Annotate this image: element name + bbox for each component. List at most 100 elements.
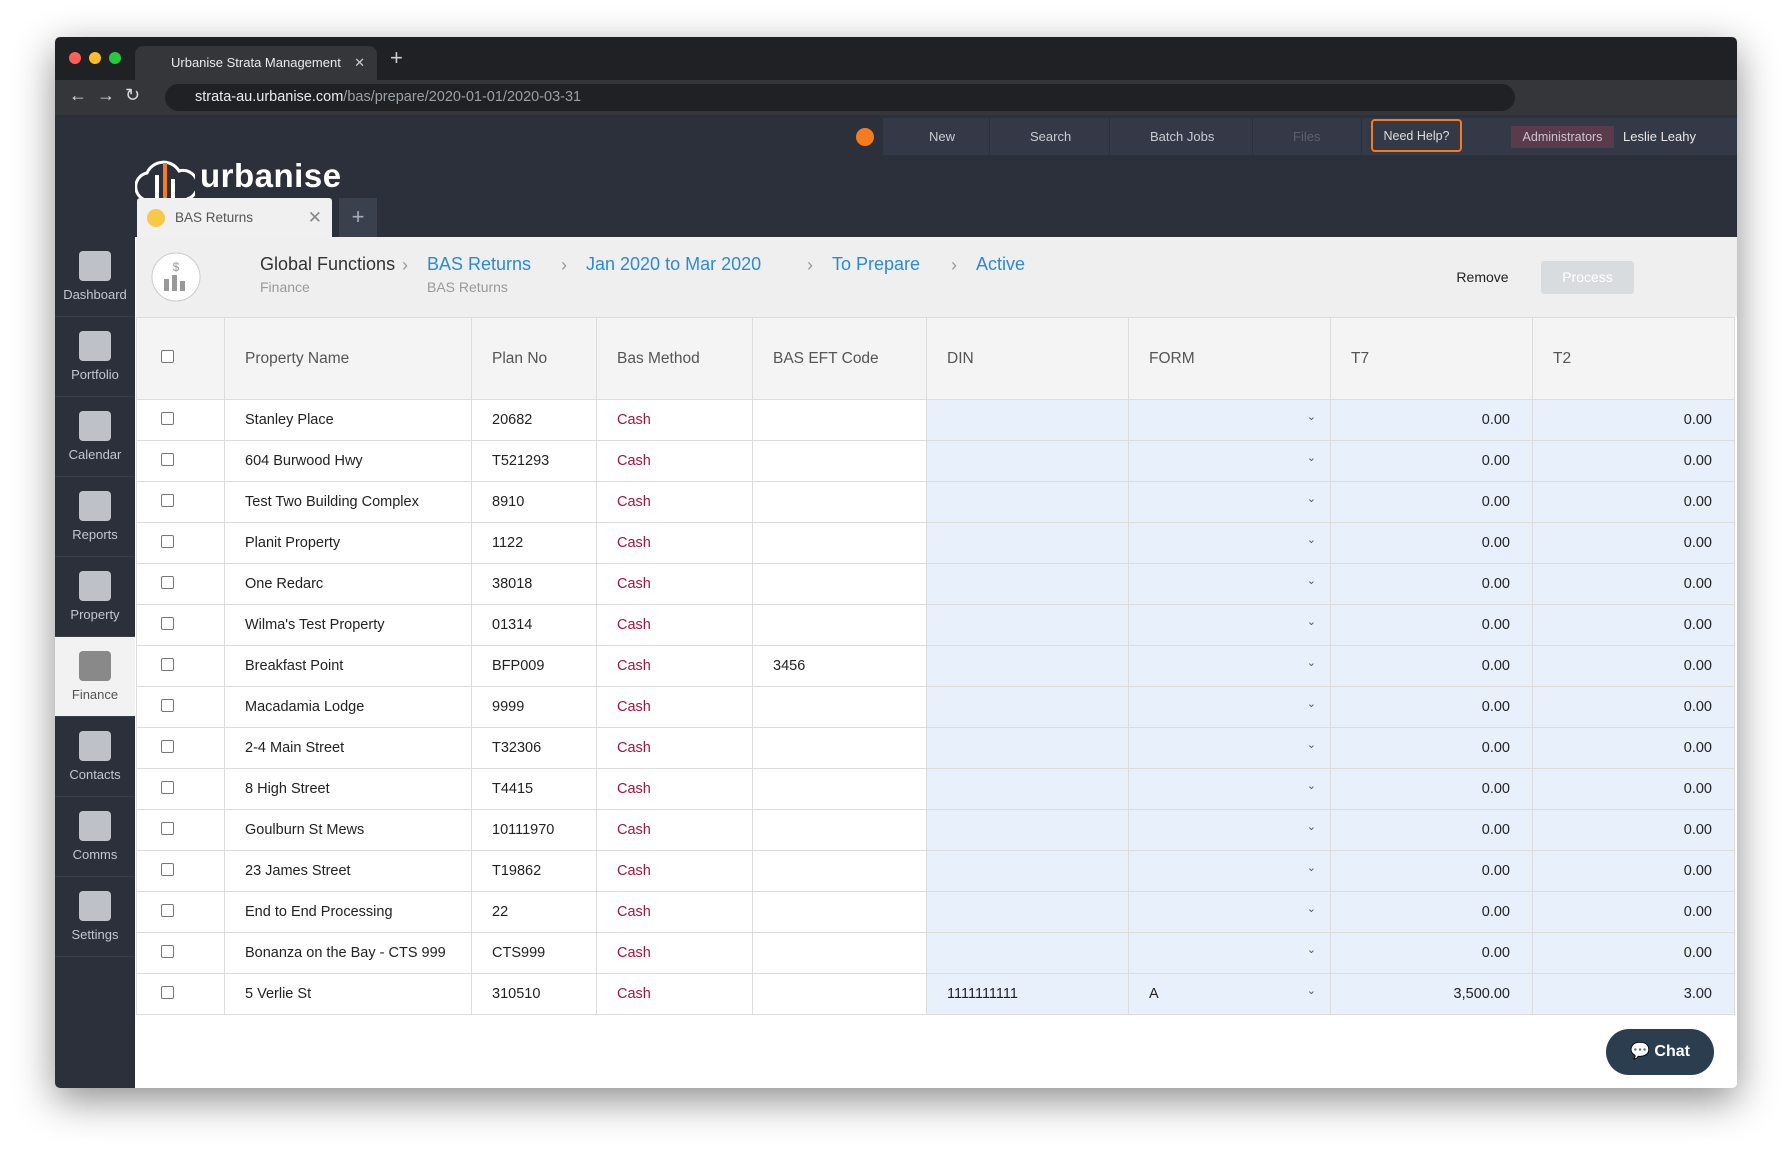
dropdown-arrow[interactable]: ⌄ [1306,534,1316,546]
remove-button[interactable]: Remove [1456,269,1509,285]
column-header[interactable]: T7 [1330,317,1533,400]
checkbox[interactable] [161,698,174,712]
app-tab[interactable]: BAS Returns ✕ [137,198,332,237]
sidebar-item[interactable]: Dashboard [55,237,135,317]
dropdown-arrow[interactable]: ⌄ [1306,575,1316,587]
cell-text: 3,500.00 [1453,986,1510,1002]
toolbar-label: Batch Jobs [1150,129,1215,144]
cell-text: Macadamia Lodge [245,699,365,715]
checkbox[interactable] [161,657,174,671]
nav-buttons[interactable]: ← → ↻ [69,85,141,105]
cell-text: Cash [617,576,651,592]
checkbox[interactable] [161,349,174,363]
sidebar-icon [79,571,111,601]
column-header[interactable]: DIN [926,317,1129,400]
checkbox[interactable] [161,780,174,794]
checkbox[interactable] [161,944,174,958]
max-dot[interactable] [109,52,121,64]
table-cell [926,891,1129,933]
crumb-title[interactable]: Jan 2020 to Mar 2020 [586,254,762,274]
add-tab[interactable]: + [339,198,377,237]
cell-text: Cash [617,986,651,1002]
chat-button[interactable]: 💬 Chat [1606,1029,1714,1075]
toolbar-item[interactable]: Search [990,118,1110,155]
dropdown-arrow[interactable]: ⌄ [1306,493,1316,505]
sidebar-item[interactable]: Portfolio [55,317,135,397]
checkbox[interactable] [161,862,174,876]
table-cell [752,563,927,605]
checkbox[interactable] [161,616,174,630]
close-dot[interactable] [69,52,81,64]
dropdown-arrow[interactable]: ⌄ [1306,616,1316,628]
checkbox[interactable] [161,985,174,999]
checkbox[interactable] [161,821,174,835]
dropdown-arrow[interactable]: ⌄ [1306,821,1316,833]
sidebar-item[interactable]: Contacts [55,717,135,797]
process-button[interactable]: Process [1541,261,1634,294]
sidebar-item[interactable]: Reports [55,477,135,557]
dropdown-arrow[interactable]: ⌄ [1306,944,1316,956]
table-row: 23 James Street T19862 Cash ⌄ 0.00 0.00 [136,850,1735,892]
logo[interactable]: urbanise [200,157,342,194]
cell-text: 0.00 [1683,781,1712,797]
notification[interactable] [856,128,874,146]
dropdown-arrow[interactable]: ⌄ [1306,698,1316,710]
role-badge[interactable]: Administrators [1511,126,1614,148]
crumb-title[interactable]: To Prepare [832,254,921,274]
user-name[interactable]: Leslie Leahy [1623,129,1696,144]
column-header[interactable]: T2 [1532,317,1735,400]
column-header[interactable]: Plan No [471,317,597,400]
dropdown-arrow[interactable]: ⌄ [1306,862,1316,874]
cell-text: 310510 [492,986,541,1002]
table-cell: 0.00 [1532,809,1735,851]
sidebar-item[interactable]: Comms [55,797,135,877]
tab-close[interactable]: ✕ [354,55,365,70]
table-cell: 8910 [471,481,597,523]
table-cell [926,645,1129,687]
checkbox[interactable] [161,575,174,589]
sidebar-item[interactable]: Calendar [55,397,135,477]
dropdown-arrow[interactable]: ⌄ [1306,739,1316,751]
help-button[interactable]: Need Help? [1371,119,1462,152]
column-header[interactable]: FORM [1128,317,1331,400]
toolbar-item[interactable]: New [883,118,990,155]
dropdown-arrow[interactable]: ⌄ [1306,780,1316,792]
sidebar-label: Dashboard [63,287,127,302]
column-header[interactable]: BAS EFT Code [752,317,927,400]
dropdown-arrow[interactable]: ⌄ [1306,452,1316,464]
checkbox[interactable] [161,534,174,548]
column-header[interactable]: Bas Method [596,317,753,400]
dropdown-arrow[interactable]: ⌄ [1306,985,1316,997]
min-dot[interactable] [89,52,101,64]
table-cell [926,932,1129,974]
row-check [136,932,225,974]
cell-text: 604 Burwood Hwy [245,453,363,469]
dropdown-arrow[interactable]: ⌄ [1306,903,1316,915]
browser-tab[interactable]: Urbanise Strata Management ✕ [135,46,377,80]
toolbar-item[interactable]: Files [1253,118,1362,155]
crumb-title[interactable]: Active [976,254,1026,274]
sidebar-item[interactable]: Property [55,557,135,637]
sidebar-item[interactable]: Finance [55,637,135,717]
checkbox[interactable] [161,903,174,917]
table-row: Wilma's Test Property 01314 Cash ⌄ 0.00 0.00 [136,604,1735,646]
url-bar[interactable]: strata-au.urbanise.com/bas/prepare/2020-… [165,84,1515,111]
new-tab[interactable]: + [390,45,403,70]
toolbar-label: Search [1030,129,1072,144]
crumb-title[interactable]: BAS Returns [427,254,532,274]
checkbox[interactable] [161,493,174,507]
table-cell: 0.00 [1330,563,1533,605]
toolbar-item[interactable]: Batch Jobs [1110,118,1253,155]
checkbox[interactable] [161,452,174,466]
checkbox[interactable] [161,411,174,425]
checkbox[interactable] [161,739,174,753]
sidebar-label: Settings [71,927,119,942]
table-cell: Cash [596,891,753,933]
table-cell: Goulburn St Mews [224,809,472,851]
dropdown-arrow[interactable]: ⌄ [1306,657,1316,669]
sidebar-item[interactable]: Settings [55,877,135,957]
app-tab-close[interactable]: ✕ [307,208,322,227]
cell-text: 0.00 [1481,658,1510,674]
column-header[interactable]: Property Name [224,317,472,400]
dropdown-arrow[interactable]: ⌄ [1306,411,1316,423]
